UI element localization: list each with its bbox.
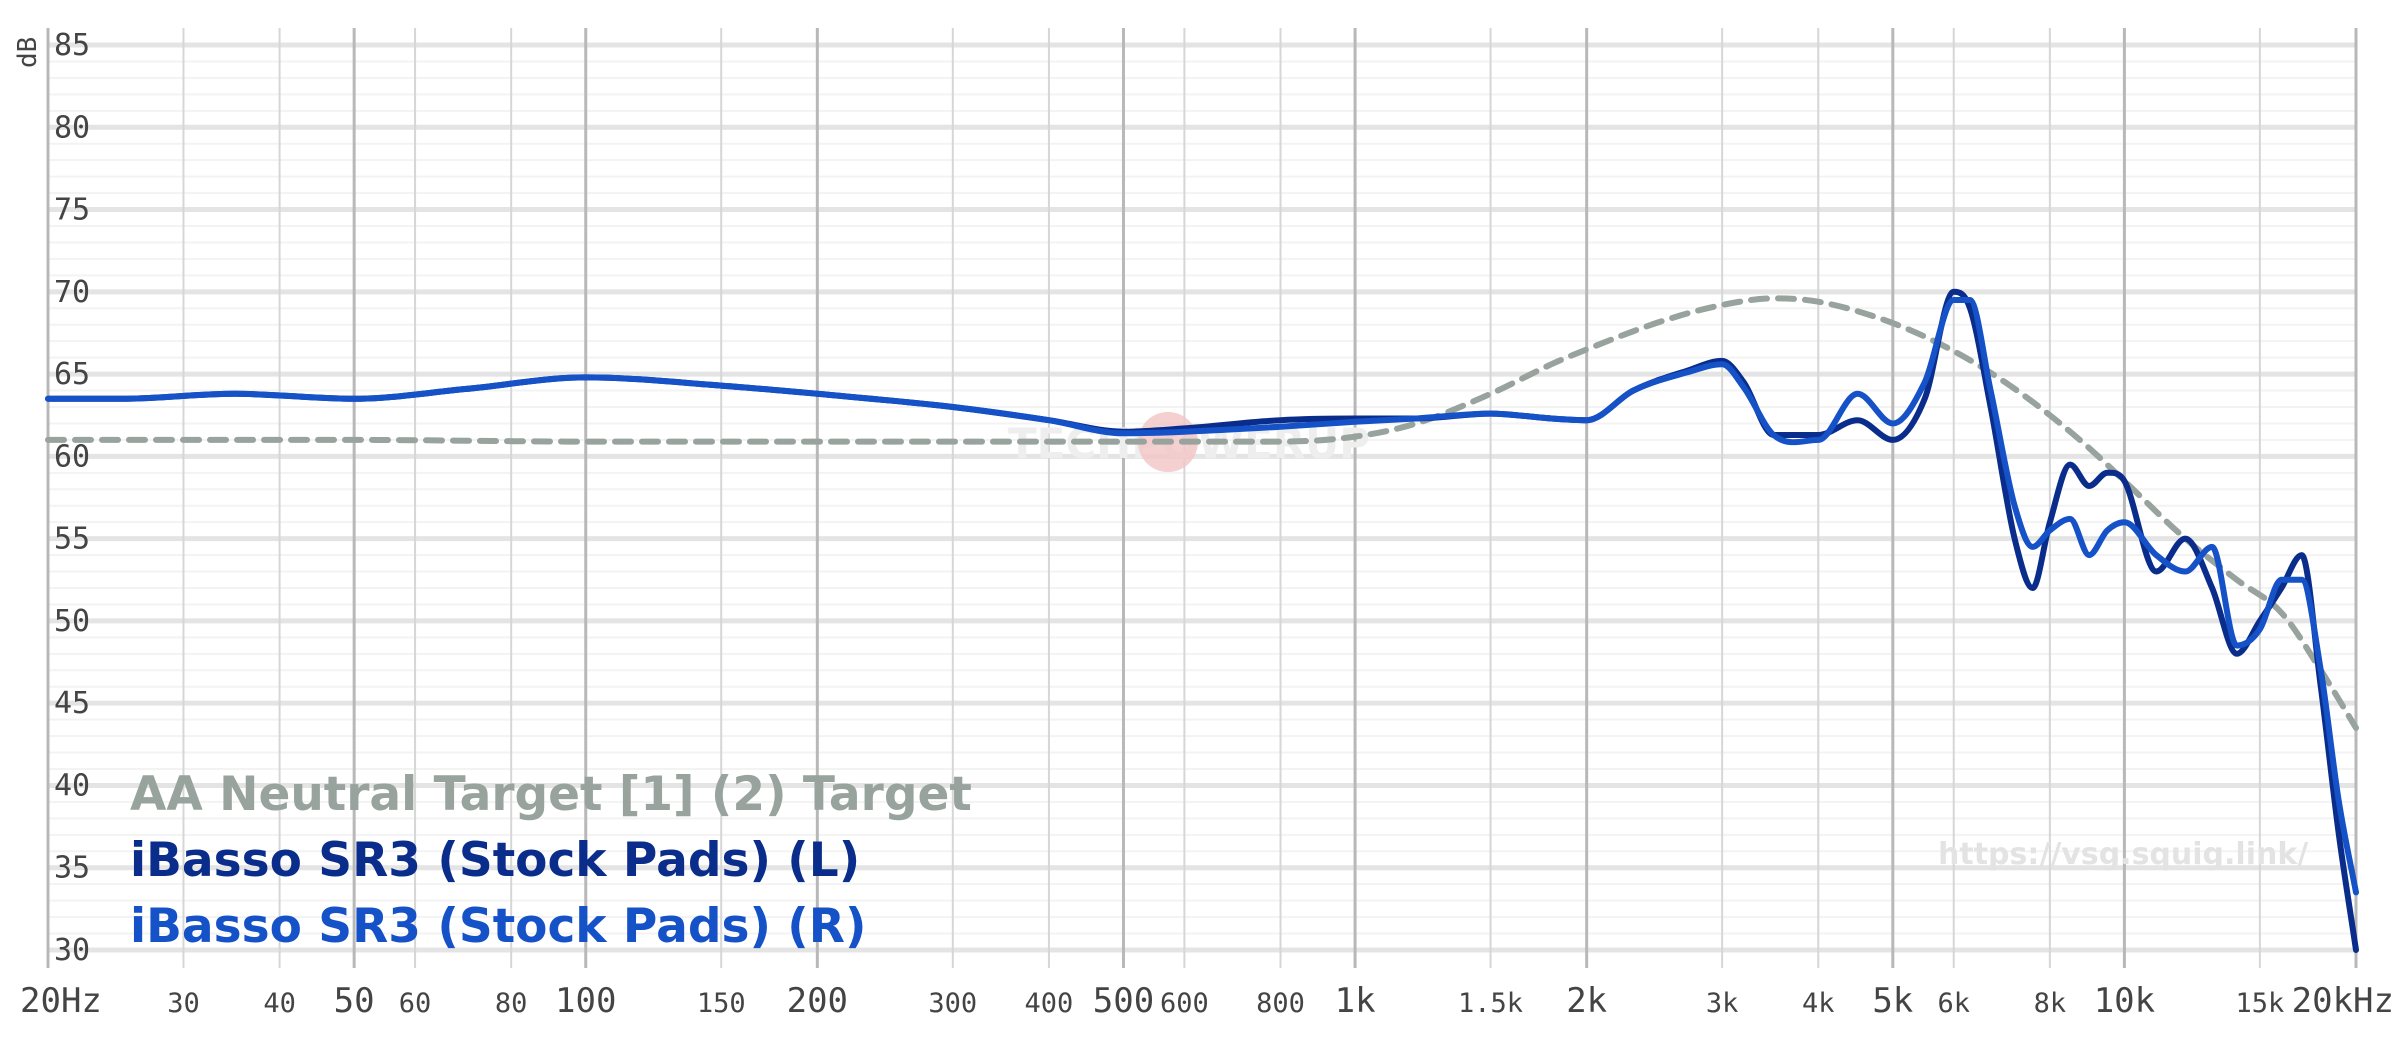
x-tick-label: 1.5k — [1458, 988, 1523, 1019]
x-tick-label: 100 — [555, 981, 616, 1021]
x-tick-label: 50 — [334, 981, 375, 1021]
y-tick-label: 60 — [54, 439, 90, 474]
legend-item-target[interactable]: AA Neutral Target [1] (2) Target — [130, 767, 972, 822]
series-lines — [45, 288, 2359, 953]
x-tick-label: 8k — [2034, 988, 2067, 1019]
y-tick-label: 35 — [54, 851, 90, 886]
y-tick-label: 65 — [54, 357, 90, 392]
x-tick-label: 5k — [1872, 981, 1913, 1021]
legend: AA Neutral Target [1] (2) Target iBasso … — [130, 767, 972, 954]
y-axis-unit: dB — [13, 37, 43, 68]
y-tick-label: 55 — [54, 522, 90, 557]
x-tick-label: 200 — [787, 981, 848, 1021]
series-line-2 — [45, 297, 2359, 896]
y-tick-label: 30 — [54, 933, 90, 968]
x-tick-label: 15k — [2235, 988, 2284, 1019]
y-tick-label: 80 — [54, 110, 90, 145]
x-tick-label: 80 — [495, 988, 528, 1019]
y-tick-label: 40 — [54, 768, 90, 803]
x-tick-label: 2k — [1566, 981, 1607, 1021]
x-tick-label: 600 — [1160, 988, 1209, 1019]
legend-item-left[interactable]: iBasso SR3 (Stock Pads) (L) — [130, 833, 860, 888]
x-tick-label: 10k — [2094, 981, 2155, 1021]
y-tick-label: 45 — [54, 686, 90, 721]
x-tick-label: 1k — [1335, 981, 1376, 1021]
grid — [46, 28, 2358, 968]
x-tick-label: 20Hz — [20, 981, 102, 1021]
y-tick-label: 85 — [54, 28, 90, 63]
x-tick-label: 500 — [1093, 981, 1154, 1021]
x-tick-label: 60 — [399, 988, 432, 1019]
x-tick-label: 300 — [928, 988, 977, 1019]
y-tick-label: 70 — [54, 275, 90, 310]
x-axis-ticks: 20Hz 30 40 50 60 80 100 150 200 300 400 500 600 800 1k… — [20, 981, 2394, 1021]
x-tick-label: 30 — [167, 988, 200, 1019]
x-tick-label: 3k — [1706, 988, 1739, 1019]
x-tick-label: 4k — [1802, 988, 1835, 1019]
legend-item-right[interactable]: iBasso SR3 (Stock Pads) (R) — [130, 899, 866, 954]
x-tick-label: 20kHz — [2292, 981, 2394, 1021]
source-url-watermark: https://vsg.squig.link/ — [1938, 837, 2308, 872]
x-tick-label: 400 — [1025, 988, 1074, 1019]
y-tick-label: 75 — [54, 193, 90, 228]
x-tick-label: 800 — [1256, 988, 1305, 1019]
x-tick-label: 6k — [1937, 988, 1970, 1019]
y-tick-label: 50 — [54, 604, 90, 639]
y-axis-ticks: 85 80 75 70 65 60 55 50 45 40 35 30 — [54, 28, 90, 968]
x-tick-label: 150 — [697, 988, 746, 1019]
x-tick-label: 40 — [263, 988, 296, 1019]
